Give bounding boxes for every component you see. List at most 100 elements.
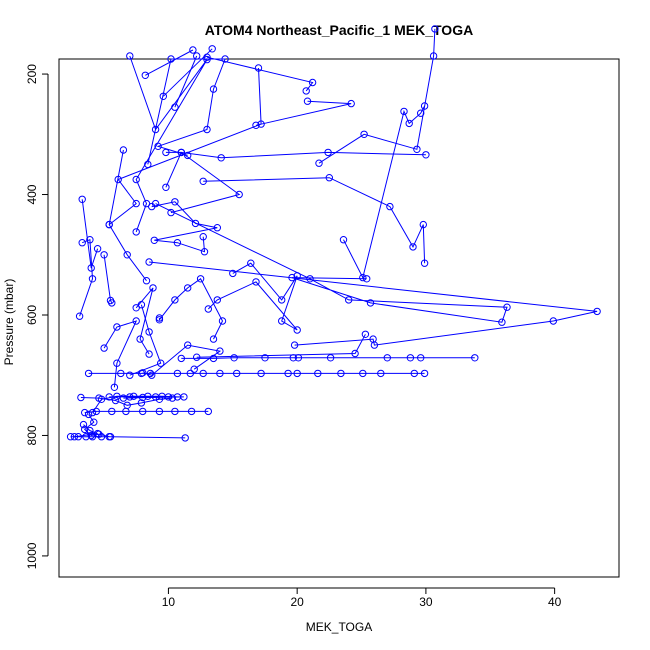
data-point <box>151 125 160 134</box>
data-point <box>347 99 355 108</box>
data-point <box>144 392 152 400</box>
data-point <box>221 55 229 63</box>
data-point <box>155 316 164 324</box>
data-point <box>180 393 188 401</box>
data-point <box>324 148 332 157</box>
data-point <box>200 248 209 256</box>
data-point <box>326 354 335 362</box>
data-point <box>229 269 237 278</box>
data-point <box>93 429 102 438</box>
data-point <box>155 407 164 416</box>
data-point <box>360 130 368 139</box>
series-line-15 <box>165 151 241 214</box>
data-point <box>383 354 391 362</box>
data-point <box>75 312 84 320</box>
data-point <box>187 407 196 416</box>
series-line-7 <box>255 100 352 126</box>
data-point <box>247 259 255 267</box>
data-point <box>293 326 301 334</box>
data-point <box>252 278 260 286</box>
data-point <box>261 354 269 362</box>
series-line-20 <box>149 261 598 346</box>
data-point <box>132 317 140 325</box>
data-point <box>417 354 425 362</box>
data-point <box>113 323 121 331</box>
series-line-18 <box>155 203 508 323</box>
x-tick-label: 30 <box>419 595 433 609</box>
data-point <box>191 219 200 228</box>
data-point <box>218 317 227 325</box>
series-line-28 <box>181 357 475 359</box>
data-point <box>130 392 138 400</box>
data-point <box>81 408 89 417</box>
data-point <box>429 52 438 60</box>
data-point <box>203 125 211 134</box>
data-point <box>593 307 601 316</box>
data-point <box>252 121 260 130</box>
data-point <box>114 175 122 184</box>
data-point <box>149 284 157 292</box>
data-point <box>184 341 192 349</box>
data-point <box>284 369 292 378</box>
data-point <box>290 341 299 349</box>
data-point <box>78 239 86 247</box>
data-point <box>190 365 198 373</box>
data-point <box>235 190 243 199</box>
data-point <box>100 251 108 259</box>
data-point <box>171 296 179 304</box>
data-point <box>168 394 177 402</box>
data-point <box>173 239 182 247</box>
data-point <box>293 369 301 378</box>
data-point <box>359 369 367 378</box>
y-tick-label: 200 <box>25 64 39 84</box>
data-point <box>119 394 128 402</box>
data-point <box>108 299 116 307</box>
data-point <box>137 301 146 309</box>
data-point <box>181 434 189 442</box>
data-point <box>417 109 425 117</box>
data-point <box>278 317 286 325</box>
plot-frame <box>58 58 620 578</box>
data-point <box>177 354 186 363</box>
x-tick-label: 10 <box>162 595 176 609</box>
series-line-10 <box>343 105 426 280</box>
data-point <box>173 369 182 378</box>
data-point <box>199 177 207 186</box>
data-point <box>549 317 557 325</box>
data-point <box>420 102 429 110</box>
data-point <box>303 97 312 105</box>
y-tick-label: 400 <box>25 184 39 204</box>
data-point <box>363 275 371 283</box>
data-point <box>400 107 408 116</box>
data-point <box>126 371 134 379</box>
data-point <box>110 383 119 391</box>
series-line-31 <box>84 410 209 414</box>
series-line-8 <box>147 58 226 165</box>
data-point <box>189 46 197 54</box>
data-point <box>209 354 218 363</box>
data-point <box>167 208 175 217</box>
data-point <box>278 296 286 304</box>
data-point <box>413 145 421 154</box>
data-point <box>171 407 179 416</box>
data-point <box>150 236 159 245</box>
data-point <box>186 369 195 378</box>
data-point <box>66 433 75 441</box>
data-point <box>369 335 377 343</box>
series-line-4 <box>129 55 208 233</box>
data-point <box>337 369 345 378</box>
data-point <box>119 146 128 154</box>
data-point <box>325 174 333 182</box>
series-line-1 <box>145 49 194 76</box>
data-point <box>95 394 103 402</box>
data-point <box>162 148 170 157</box>
data-point <box>154 142 162 151</box>
series-line-23 <box>135 287 154 355</box>
data-point <box>289 354 297 362</box>
data-point <box>78 195 86 204</box>
data-point <box>410 369 418 378</box>
data-point <box>81 425 89 434</box>
series-line-27 <box>196 334 366 358</box>
x-tick-label: 40 <box>548 595 562 609</box>
